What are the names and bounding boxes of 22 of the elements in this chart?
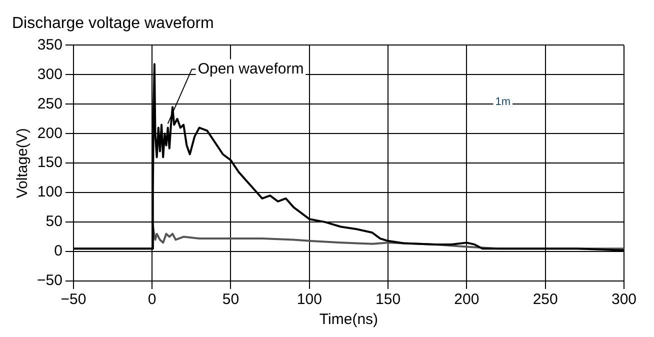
y-tick-label: 300 bbox=[37, 66, 62, 83]
x-tick-label: 50 bbox=[222, 291, 240, 308]
y-tick-label: 350 bbox=[37, 36, 62, 54]
annotation: 1m bbox=[495, 96, 511, 108]
y-axis-title: Voltage(V) bbox=[14, 128, 32, 198]
x-tick-label: 300 bbox=[611, 291, 637, 308]
y-tick-label: 250 bbox=[37, 95, 62, 112]
text: Open waveform bbox=[198, 60, 304, 78]
y-tick-label: −50 bbox=[36, 272, 62, 290]
x-tick-label: −50 bbox=[60, 291, 86, 308]
y-tick-label: 100 bbox=[37, 184, 62, 201]
y-tick-label: 150 bbox=[37, 154, 62, 172]
x-tick-label: 250 bbox=[532, 291, 558, 308]
x-tick-label: 150 bbox=[376, 291, 401, 308]
chart-title: Discharge voltage waveform bbox=[12, 15, 214, 32]
y-tick-label: 0 bbox=[54, 242, 62, 260]
x-tick-label: 0 bbox=[148, 291, 156, 308]
x-tick-label: 100 bbox=[296, 291, 322, 308]
y-tick-label: 50 bbox=[46, 213, 62, 230]
y-tick-label: 200 bbox=[37, 124, 62, 142]
x-tick-label: 200 bbox=[454, 291, 480, 308]
x-axis-title: Time(ns) bbox=[319, 311, 378, 328]
